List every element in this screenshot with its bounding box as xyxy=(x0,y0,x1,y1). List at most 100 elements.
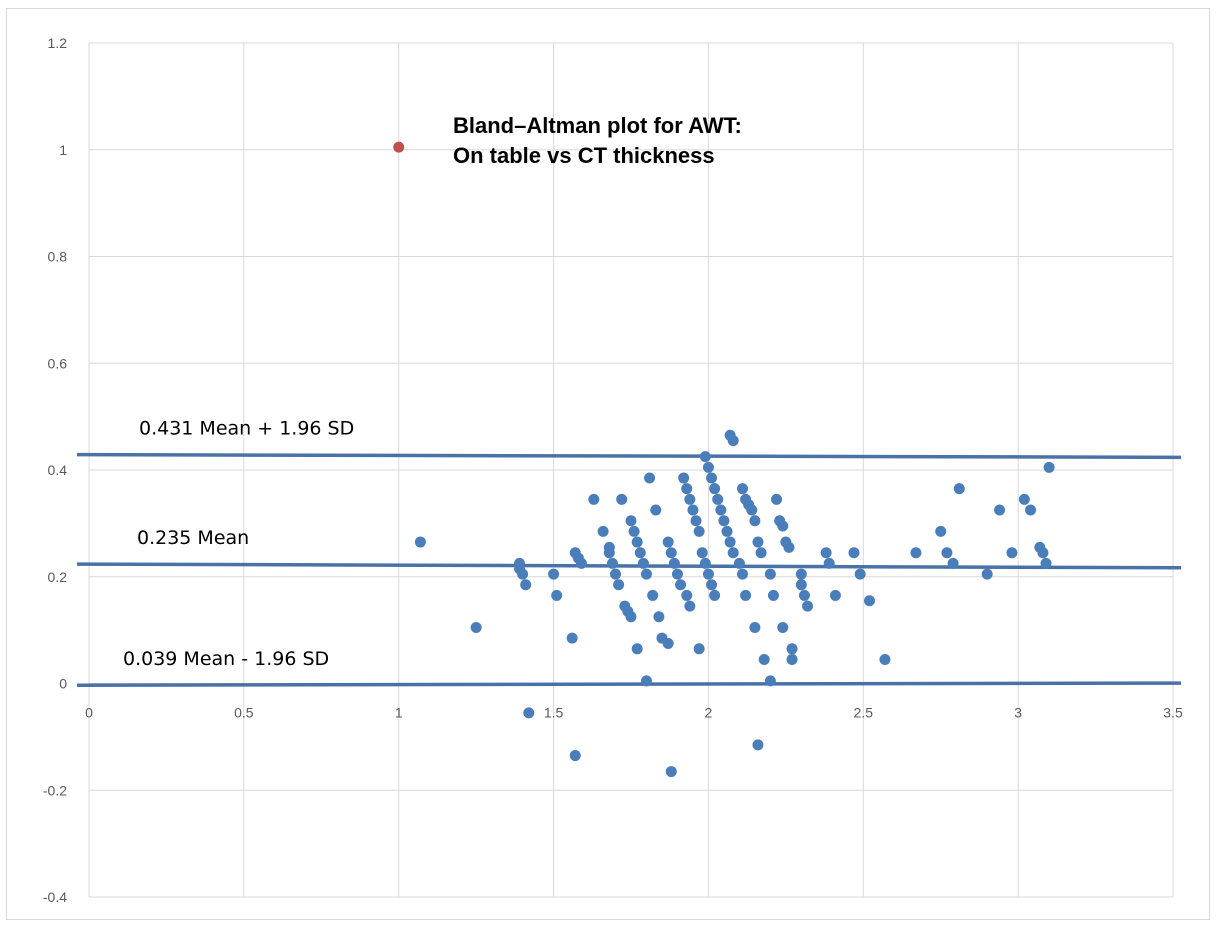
data-point xyxy=(597,525,609,537)
x-tick-label: 0.5 xyxy=(234,705,254,721)
x-tick-label: 3 xyxy=(1014,705,1022,721)
data-point xyxy=(575,557,587,569)
data-point xyxy=(854,568,866,580)
data-point xyxy=(551,589,563,601)
chart-subtitle: On table vs CT thickness xyxy=(453,143,715,168)
reference-line-label: 0.039 Mean - 1.96 SD xyxy=(123,648,329,670)
data-point xyxy=(631,536,643,548)
data-points xyxy=(393,141,1055,778)
y-tick-label: 1.2 xyxy=(48,35,68,51)
data-point xyxy=(777,520,789,532)
data-point xyxy=(823,557,835,569)
data-point xyxy=(616,493,628,505)
data-point xyxy=(749,621,761,633)
data-point xyxy=(610,568,622,580)
x-tick-label: 2 xyxy=(705,705,713,721)
data-point xyxy=(699,451,711,463)
data-point xyxy=(746,504,758,516)
data-point xyxy=(637,557,649,569)
x-tick-label: 3.5 xyxy=(1163,705,1183,721)
data-point xyxy=(771,493,783,505)
data-point xyxy=(718,515,730,527)
data-point xyxy=(675,579,687,591)
data-point xyxy=(690,515,702,527)
data-point xyxy=(647,589,659,601)
data-point xyxy=(631,643,643,655)
data-point xyxy=(863,595,875,607)
data-point xyxy=(786,653,798,665)
data-point xyxy=(1025,504,1037,516)
data-point xyxy=(1006,547,1018,559)
data-point xyxy=(879,653,891,665)
data-point xyxy=(941,547,953,559)
data-point xyxy=(693,643,705,655)
data-point xyxy=(798,589,810,601)
bland-altman-chart: 0.431 Mean + 1.96 SD 0.235 Mean 0.039 Mean… xyxy=(43,35,1183,905)
data-point xyxy=(653,611,665,623)
y-tick-label: 0.8 xyxy=(48,249,68,265)
data-point xyxy=(625,611,637,623)
data-point xyxy=(795,568,807,580)
data-point xyxy=(517,568,529,580)
reference-line xyxy=(76,452,1182,460)
data-point xyxy=(650,504,662,516)
data-point xyxy=(1037,547,1049,559)
data-point xyxy=(520,579,532,591)
data-point xyxy=(662,536,674,548)
data-point xyxy=(662,637,674,649)
data-point xyxy=(947,557,959,569)
data-point xyxy=(777,621,789,633)
tick-labels: 0 0.5 1 1.5 2 2.5 3 3.5 -0.4 -0.2 0 0.2 0.4 0.6 0.8 1 1.… xyxy=(43,35,1183,905)
data-point xyxy=(994,504,1006,516)
data-point xyxy=(981,568,993,580)
data-point xyxy=(668,557,680,569)
data-point xyxy=(727,435,739,447)
y-tick-label: 0.2 xyxy=(48,569,68,585)
data-point xyxy=(523,707,535,719)
data-point xyxy=(795,579,807,591)
data-point xyxy=(740,589,752,601)
x-tick-label: 1 xyxy=(395,705,403,721)
data-point xyxy=(588,493,600,505)
data-point xyxy=(715,504,727,516)
data-point xyxy=(727,547,739,559)
data-point xyxy=(569,750,581,762)
data-point xyxy=(699,557,711,569)
data-point xyxy=(786,643,798,655)
data-point xyxy=(755,547,767,559)
data-point xyxy=(628,525,640,537)
data-point xyxy=(681,483,693,495)
reference-lines: 0.431 Mean + 1.96 SD 0.235 Mean 0.039 Mean… xyxy=(76,418,1182,687)
data-point xyxy=(752,739,764,751)
data-point xyxy=(684,493,696,505)
data-point xyxy=(702,568,714,580)
gridlines xyxy=(88,42,1174,898)
data-point xyxy=(671,568,683,580)
data-point xyxy=(709,589,721,601)
chart-frame: 0.431 Mean + 1.96 SD 0.235 Mean 0.039 Mean… xyxy=(6,8,1210,920)
reference-line-label: 0.235 Mean xyxy=(137,527,249,549)
y-tick-label: 0.6 xyxy=(48,355,68,371)
data-point xyxy=(736,483,748,495)
data-point xyxy=(1043,461,1055,473)
data-point xyxy=(1018,493,1030,505)
y-tick-label: 1 xyxy=(59,142,67,158)
data-point xyxy=(733,557,745,569)
data-point xyxy=(706,579,718,591)
data-point xyxy=(665,766,677,778)
data-point xyxy=(749,515,761,527)
data-point xyxy=(693,525,705,537)
data-point xyxy=(640,675,652,687)
data-point xyxy=(767,589,779,601)
data-point xyxy=(802,600,814,612)
x-tick-label: 2.5 xyxy=(854,705,874,721)
data-point xyxy=(684,600,696,612)
data-point xyxy=(414,536,426,548)
data-point xyxy=(1040,557,1052,569)
data-point xyxy=(752,536,764,548)
data-point xyxy=(736,568,748,580)
data-point xyxy=(820,547,832,559)
data-point xyxy=(783,541,795,553)
y-tick-label: -0.2 xyxy=(43,782,67,798)
data-point xyxy=(702,461,714,473)
